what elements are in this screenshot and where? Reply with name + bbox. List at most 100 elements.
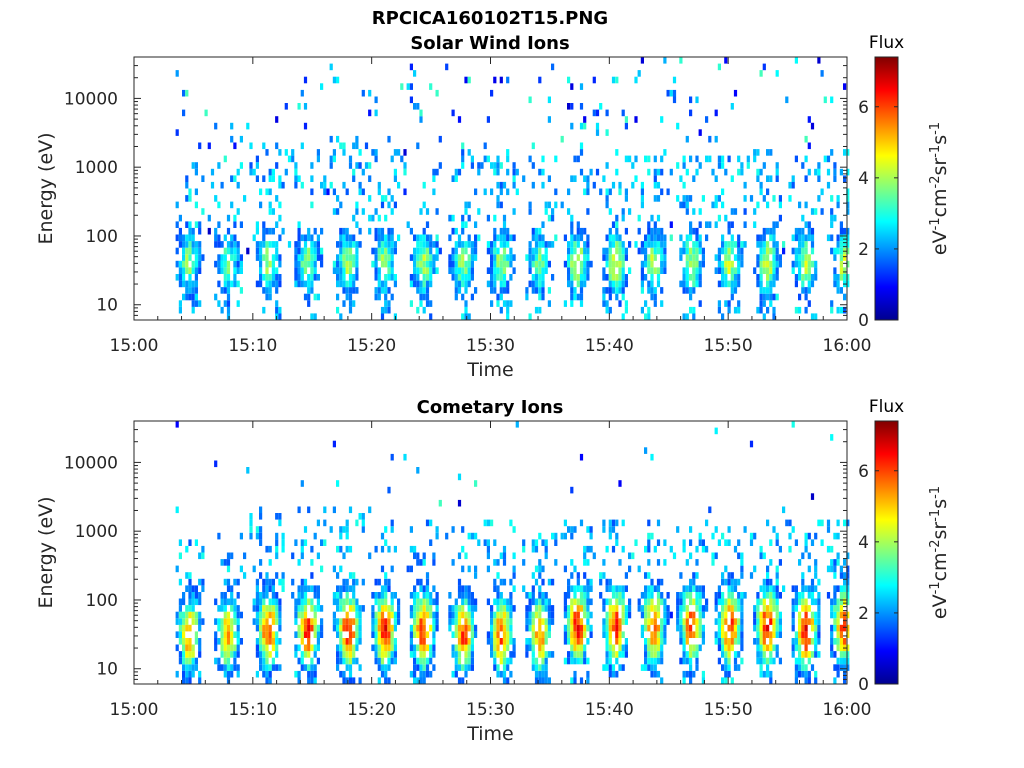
flux-cell [214,631,218,638]
flux-cell [342,644,346,652]
flux-cell [509,519,513,527]
flux-cell [538,532,542,540]
flux-cell [493,162,497,169]
flux-cell [682,657,686,665]
flux-cell [390,267,394,274]
flux-cell [605,624,609,632]
flux-cell [769,605,773,612]
flux-cell [188,644,192,652]
flux-cell [839,227,843,235]
flux-cell [384,300,388,307]
flux-cell [528,618,532,625]
flux-cell [486,519,490,527]
flux-cell [226,260,231,268]
flux-cell [695,598,699,606]
flux-cell [461,247,465,255]
flux-cell [191,657,195,665]
flux-cell [695,254,699,261]
flux-cell [425,519,430,527]
flux-cell [474,532,478,540]
flux-cell [579,260,584,268]
flux-cell [515,421,519,428]
flux-cell [380,532,385,540]
flux-cell [419,247,423,255]
flux-cell [528,611,532,619]
flux-cell [506,227,510,235]
flux-cell [679,175,683,182]
flux-cell [717,155,721,163]
flux-cell [185,234,189,242]
flux-cell [567,260,571,268]
flux-cell [769,247,773,255]
flux-cell [271,260,275,268]
flux-cell [220,287,224,294]
flux-cell [740,624,744,632]
flux-cell [730,103,734,110]
flux-cell [708,221,712,228]
flux-cell [733,638,738,645]
flux-cell [461,274,465,281]
flux-cell [464,306,468,314]
flux-cell [387,306,391,314]
flux-cell [493,241,497,248]
flux-cell [265,605,269,612]
flux-cell [836,618,840,625]
flux-cell [791,644,795,652]
flux-cell [268,677,272,684]
flux-cell [807,670,811,678]
flux-cell [653,227,657,235]
flux-cell [188,657,192,665]
flux-cell [836,644,840,652]
flux-cell [194,618,198,625]
flux-cell [294,598,298,606]
flux-cell [191,162,195,169]
flux-cell [791,234,795,242]
flux-cell [490,611,494,619]
flux-cell [220,618,224,625]
flux-cell [740,631,744,638]
flux-cell [470,631,474,638]
flux-cell [316,592,320,599]
flux-cell [313,267,317,274]
flux-cell [836,247,840,255]
flux-cell [814,565,818,573]
flux-cell [644,664,648,671]
flux-cell [689,539,693,546]
flux-cell [425,287,430,294]
flux-cell [461,221,465,228]
flux-cell [531,598,535,606]
flux-cell [843,657,847,665]
flux-cell [791,651,795,658]
flux-cell [310,274,314,281]
flux-cell [727,539,731,546]
flux-cell [393,592,397,599]
flux-cell [374,631,378,638]
flux-cell [194,201,198,209]
flux-cell [191,644,195,652]
flux-cell [313,651,317,658]
flux-cell [534,287,539,294]
flux-cell [355,611,359,619]
flux-cell [239,254,243,261]
flux-cell [586,208,590,215]
flux-cell [499,670,503,678]
flux-cell [345,519,349,527]
flux-cell [390,651,394,658]
flux-cell [236,605,240,612]
colorbar [874,420,899,685]
flux-cell [618,638,622,645]
flux-cell [560,135,564,143]
flux-cell [425,234,430,242]
flux-cell [791,605,795,612]
flux-cell [766,605,770,612]
flux-cell [730,208,734,215]
flux-cell [230,618,234,625]
flux-cell [611,585,616,592]
flux-cell [194,274,198,281]
flux-cell [807,260,811,268]
flux-cell [814,260,818,268]
flux-cell [474,598,478,606]
flux-cell [185,651,189,658]
flux-cell [676,195,680,202]
flux-cell [467,598,471,606]
